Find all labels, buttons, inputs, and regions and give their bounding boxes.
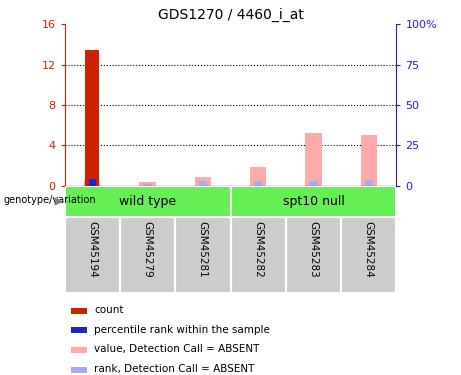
Text: spt10 null: spt10 null [283, 195, 344, 208]
Bar [85, 50, 99, 186]
Bar [88, 183, 96, 186]
Bar [199, 181, 207, 186]
Text: GSM45284: GSM45284 [364, 221, 374, 278]
Bar [305, 133, 322, 186]
Bar [84, 180, 100, 186]
Text: wild type: wild type [119, 195, 176, 208]
Bar [143, 184, 152, 186]
Bar [175, 217, 230, 292]
Bar [309, 181, 318, 186]
Bar [250, 168, 266, 186]
Bar [120, 217, 175, 292]
Text: genotype/variation: genotype/variation [3, 195, 96, 205]
Bar [89, 179, 96, 186]
Text: value, Detection Call = ABSENT: value, Detection Call = ABSENT [95, 344, 260, 354]
Text: GSM45194: GSM45194 [87, 221, 97, 278]
Bar [71, 347, 87, 353]
Text: GSM45279: GSM45279 [142, 221, 153, 278]
Bar [71, 327, 87, 333]
Bar [365, 180, 373, 186]
Text: count: count [95, 305, 124, 315]
Text: percentile rank within the sample: percentile rank within the sample [95, 325, 270, 334]
Bar [341, 217, 396, 292]
Bar [254, 181, 262, 186]
Bar [230, 186, 396, 218]
Text: rank, Detection Call = ABSENT: rank, Detection Call = ABSENT [95, 364, 255, 374]
Bar [71, 308, 87, 314]
Bar [286, 217, 341, 292]
Bar [195, 177, 211, 186]
Text: GSM45282: GSM45282 [253, 221, 263, 278]
Bar [65, 217, 120, 292]
Bar [139, 182, 156, 186]
Bar [71, 367, 87, 373]
Bar [361, 135, 377, 186]
Bar [65, 186, 230, 218]
Bar [230, 217, 286, 292]
Text: GSM45281: GSM45281 [198, 221, 208, 278]
Title: GDS1270 / 4460_i_at: GDS1270 / 4460_i_at [158, 8, 303, 22]
Text: GSM45283: GSM45283 [308, 221, 319, 278]
